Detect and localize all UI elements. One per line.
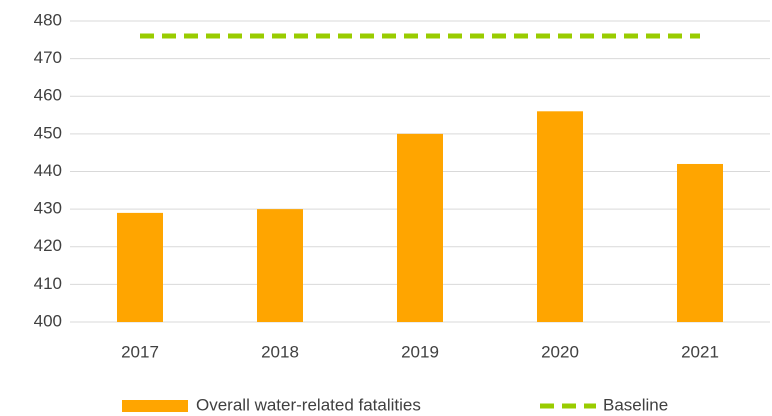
x-tick-label: 2019 (401, 342, 439, 361)
bar (537, 111, 583, 322)
y-tick-label: 450 (34, 123, 62, 142)
y-tick-label: 420 (34, 236, 62, 255)
legend-swatch (122, 400, 188, 412)
legend-label: Baseline (603, 395, 668, 414)
bar (397, 133, 443, 322)
x-tick-label: 2021 (681, 342, 719, 361)
y-tick-label: 470 (34, 48, 62, 67)
y-tick-label: 400 (34, 311, 62, 330)
bar (257, 209, 303, 322)
x-tick-label: 2020 (541, 342, 579, 361)
bar (677, 163, 723, 322)
y-tick-label: 480 (34, 10, 62, 29)
y-tick-label: 410 (34, 274, 62, 293)
y-tick-label: 460 (34, 86, 62, 105)
legend-label: Overall water-related fatalities (196, 395, 421, 414)
y-tick-label: 430 (34, 199, 62, 218)
y-tick-label: 440 (34, 161, 62, 180)
x-tick-label: 2018 (261, 342, 299, 361)
x-tick-label: 2017 (121, 342, 159, 361)
bar (117, 212, 163, 322)
